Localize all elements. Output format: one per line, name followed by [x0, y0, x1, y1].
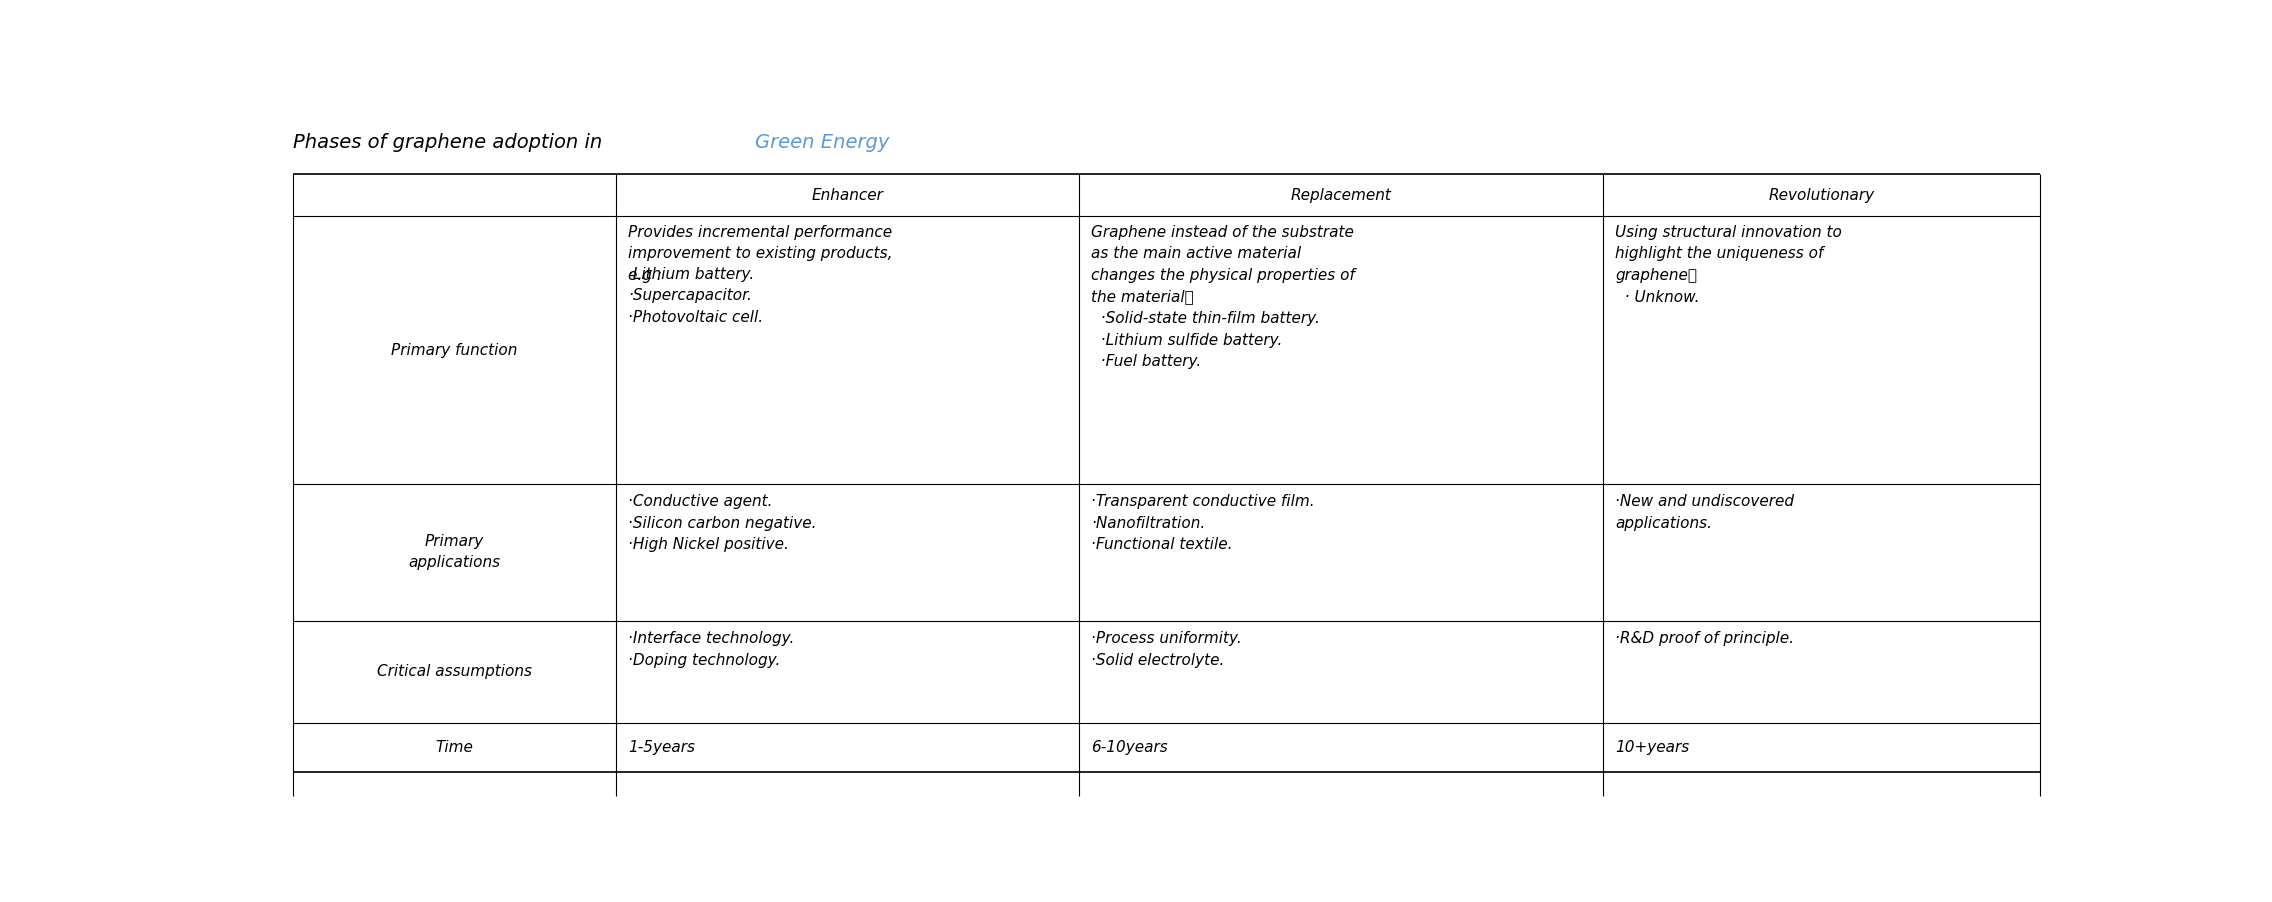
Text: ·Conductive agent.
·Silicon carbon negative.
·High Nickel positive.: ·Conductive agent. ·Silicon carbon negat…: [629, 494, 816, 552]
Text: ·New and undiscovered
applications.: ·New and undiscovered applications.: [1615, 494, 1795, 530]
Text: ·Transparent conductive film.
·Nanofiltration.
·Functional textile.: ·Transparent conductive film. ·Nanofiltr…: [1091, 494, 1315, 552]
Text: Replacement: Replacement: [1290, 188, 1390, 203]
Text: Graphene instead of the substrate
as the main active material
changes the physic: Graphene instead of the substrate as the…: [1091, 225, 1354, 370]
Text: Green Energy: Green Energy: [754, 133, 891, 152]
Text: Primary
applications: Primary applications: [409, 534, 500, 570]
Text: 6-10years: 6-10years: [1091, 740, 1168, 755]
Text: 10+years: 10+years: [1615, 740, 1690, 755]
Text: Revolutionary: Revolutionary: [1768, 188, 1874, 203]
Text: Provides incremental performance
improvement to existing products,
e.g :: Provides incremental performance improve…: [629, 225, 893, 283]
Text: ·Lithium battery.
·Supercapacitor.
·Photovoltaic cell.: ·Lithium battery. ·Supercapacitor. ·Phot…: [629, 267, 763, 325]
Text: Phases of graphene adoption in: Phases of graphene adoption in: [293, 133, 609, 152]
Text: Time: Time: [436, 740, 473, 755]
Text: ·Interface technology.
·Doping technology.: ·Interface technology. ·Doping technolog…: [629, 631, 795, 667]
Text: Primary function: Primary function: [391, 343, 518, 357]
Text: ·R&D proof of principle.: ·R&D proof of principle.: [1615, 631, 1795, 646]
Text: Using structural innovation to
highlight the uniqueness of
graphene：
  · Unknow.: Using structural innovation to highlight…: [1615, 225, 1843, 305]
Text: Critical assumptions: Critical assumptions: [377, 664, 532, 679]
Text: 1-5years: 1-5years: [629, 740, 695, 755]
Text: Enhancer: Enhancer: [811, 188, 884, 203]
Text: ·Process uniformity.
·Solid electrolyte.: ·Process uniformity. ·Solid electrolyte.: [1091, 631, 1243, 667]
